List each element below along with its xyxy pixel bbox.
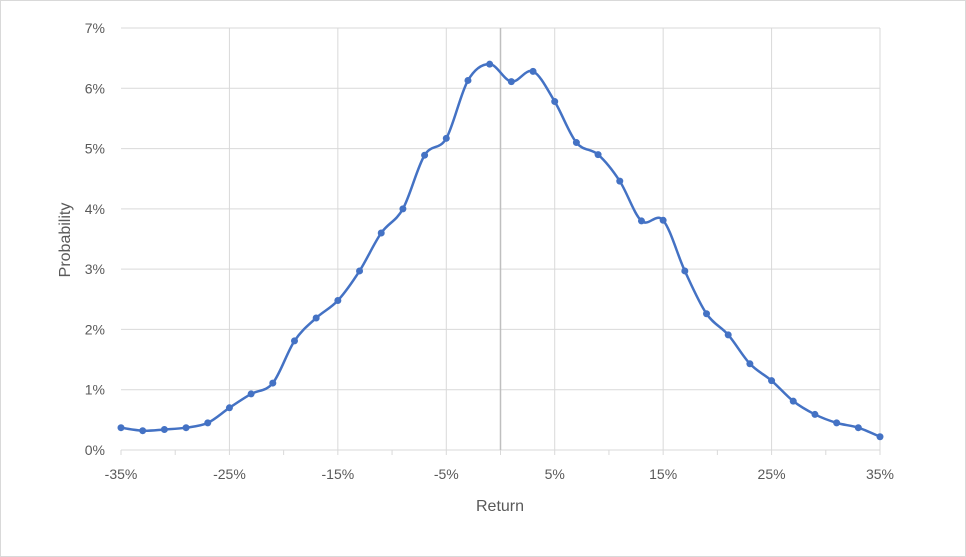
axes [120,28,881,455]
gridlines [121,27,881,450]
data-point [182,424,190,432]
data-point [464,76,472,84]
data-point [594,151,602,159]
series [117,60,884,441]
data-point [139,427,147,435]
data-point [811,410,819,418]
data-point [312,314,320,322]
data-point [724,331,732,339]
data-point [746,360,754,368]
data-point [442,134,450,142]
data-point [486,60,494,68]
y-tick-label: 1% [85,382,105,398]
data-point [616,177,624,185]
y-tick-label: 5% [85,141,105,157]
data-point [290,337,298,345]
x-axis-title: Return [476,498,524,515]
tick-labels: 0% 1% 2% 3% 4% 5% 6% 7% -35% -25% -15% -5% 5% 15% 25% 3… [85,20,894,482]
data-point [789,397,797,405]
x-tick-label: -15% [322,466,355,482]
data-point [204,419,212,427]
y-tick-label: 6% [85,80,105,96]
data-point [529,67,537,75]
data-point [876,433,884,441]
data-point [225,404,233,412]
data-point [117,424,125,432]
data-point [703,310,711,318]
data-point [160,426,168,434]
data-point [399,205,407,213]
data-point [421,151,429,159]
data-point [269,379,277,387]
data-point [572,139,580,147]
y-axis-title: Probability [57,203,74,278]
y-tick-label: 0% [85,442,105,458]
y-tick-label: 2% [85,321,105,337]
x-tick-label: 15% [649,466,677,482]
y-tick-label: 7% [85,20,105,36]
x-tick-label: -25% [213,466,246,482]
data-point [681,267,689,275]
data-point [334,296,342,304]
data-point [659,216,667,224]
data-point [377,229,385,237]
x-tick-label: -35% [105,466,138,482]
data-point [637,217,645,225]
y-tick-label: 3% [85,261,105,277]
y-tick-label: 4% [85,201,105,217]
x-tick-label: 25% [758,466,786,482]
x-tick-label: 5% [545,466,565,482]
data-point [768,377,776,385]
x-tick-label: 35% [866,466,894,482]
data-point [247,390,255,398]
data-point [507,78,515,86]
data-point [833,419,841,427]
data-point [854,424,862,432]
data-point [551,98,559,106]
data-point [356,267,364,275]
x-tick-label: -5% [434,466,459,482]
